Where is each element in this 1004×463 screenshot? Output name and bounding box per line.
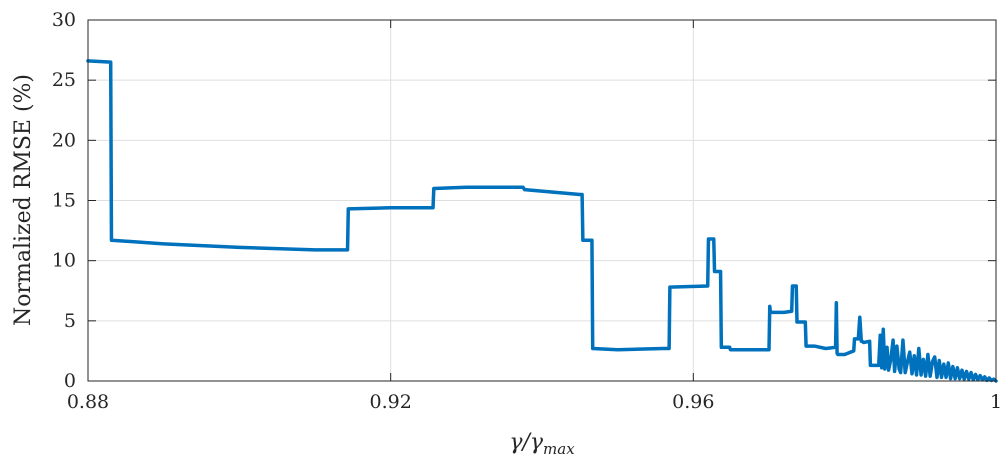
y-axis-title: Normalized RMSE (%) xyxy=(11,74,36,326)
series-line xyxy=(86,59,998,383)
x-axis-title-base: γ/γ xyxy=(509,430,544,455)
y-tick-label: 30 xyxy=(52,9,76,31)
x-tick-label: 1 xyxy=(990,391,1002,413)
x-tick-label: 0.96 xyxy=(672,391,714,413)
y-tick-label: 5 xyxy=(64,310,76,332)
data-layer xyxy=(86,59,998,383)
x-tick-label: 0.88 xyxy=(67,391,109,413)
y-tick-label: 20 xyxy=(52,129,76,151)
y-tick-label: 15 xyxy=(52,190,76,212)
x-axis-title: γ/γmax xyxy=(509,430,575,458)
y-tick-label: 0 xyxy=(64,370,76,392)
x-axis-title-subscript: max xyxy=(543,440,575,458)
ticks xyxy=(87,19,997,382)
x-tick-label: 0.92 xyxy=(370,391,412,413)
y-tick-label: 25 xyxy=(52,69,76,91)
y-tick-label: 10 xyxy=(52,250,76,272)
